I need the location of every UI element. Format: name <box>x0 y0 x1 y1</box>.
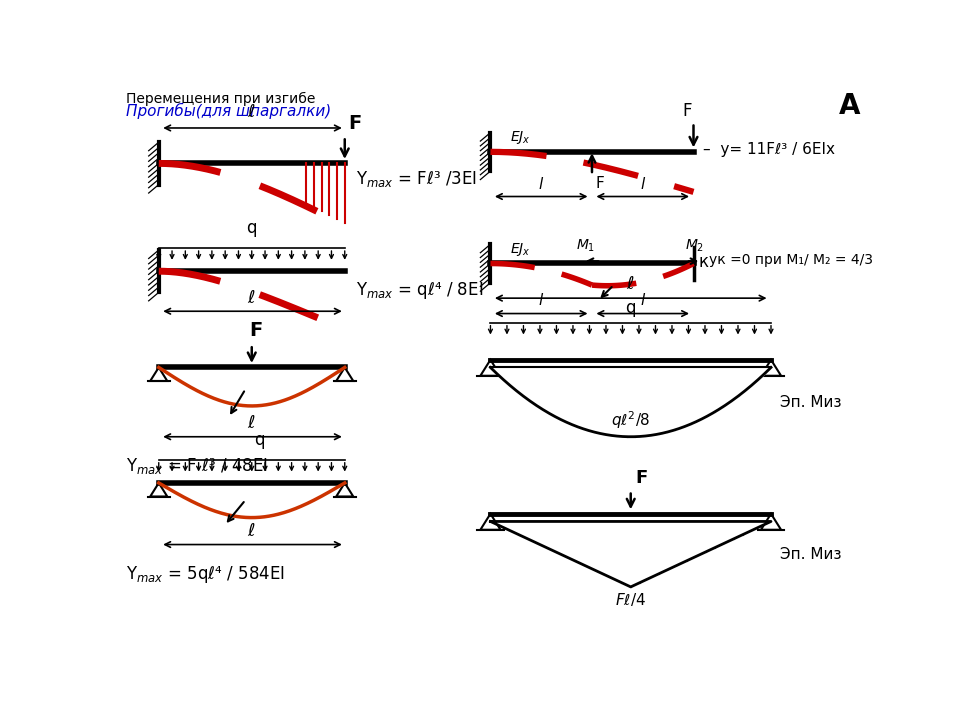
Text: yк =0 при M₁/ M₂ = 4/3: yк =0 при M₁/ M₂ = 4/3 <box>709 253 873 266</box>
Text: F: F <box>348 114 361 132</box>
Text: $\ell$: $\ell$ <box>248 103 256 121</box>
Polygon shape <box>491 521 771 587</box>
Text: $M_2$: $M_2$ <box>685 238 705 254</box>
Text: q: q <box>626 299 636 317</box>
Text: $\ell$: $\ell$ <box>248 522 256 540</box>
Text: $l$: $l$ <box>539 176 544 192</box>
Text: F: F <box>250 322 263 341</box>
Text: $q\ell^2/8$: $q\ell^2/8$ <box>612 409 650 431</box>
Text: $EJ_x$: $EJ_x$ <box>510 240 531 258</box>
Text: $l$: $l$ <box>639 176 646 192</box>
Text: Прогибы(для шпаргалки): Прогибы(для шпаргалки) <box>126 104 331 120</box>
Text: Эп. Миз: Эп. Миз <box>780 395 842 410</box>
Text: $\ell$: $\ell$ <box>248 414 256 432</box>
Text: F: F <box>636 469 648 487</box>
Text: Y$_{max}$ = 5qℓ⁴ / 584EI: Y$_{max}$ = 5qℓ⁴ / 584EI <box>126 564 285 585</box>
Text: Перемещения при изгибе: Перемещения при изгибе <box>126 91 316 106</box>
Text: к: к <box>698 253 708 271</box>
Text: А: А <box>839 91 861 120</box>
Text: –  y= 11Fℓ³ / 6EIx: – y= 11Fℓ³ / 6EIx <box>703 142 835 157</box>
Text: $EJ_x$: $EJ_x$ <box>510 129 531 146</box>
Text: Y$_{max}$ = qℓ⁴ / 8EI: Y$_{max}$ = qℓ⁴ / 8EI <box>356 280 484 301</box>
Text: $\ell$: $\ell$ <box>627 275 635 293</box>
Text: $F\ell/4$: $F\ell/4$ <box>615 590 646 608</box>
Text: F: F <box>683 102 692 120</box>
Text: q: q <box>247 220 257 238</box>
Text: $l$: $l$ <box>639 292 646 308</box>
Text: $\ell$: $\ell$ <box>248 289 256 307</box>
Text: F: F <box>595 176 604 192</box>
Text: q: q <box>254 431 265 449</box>
Text: Y$_{max}$ = Fℓ³ /3EI: Y$_{max}$ = Fℓ³ /3EI <box>356 168 477 189</box>
Text: $l$: $l$ <box>539 292 544 308</box>
Text: Y$_{max}$ = F ℓ³ / 48EI: Y$_{max}$ = F ℓ³ / 48EI <box>126 456 269 476</box>
Text: Эп. Миз: Эп. Миз <box>780 546 842 562</box>
Text: $M_1$: $M_1$ <box>576 238 595 254</box>
